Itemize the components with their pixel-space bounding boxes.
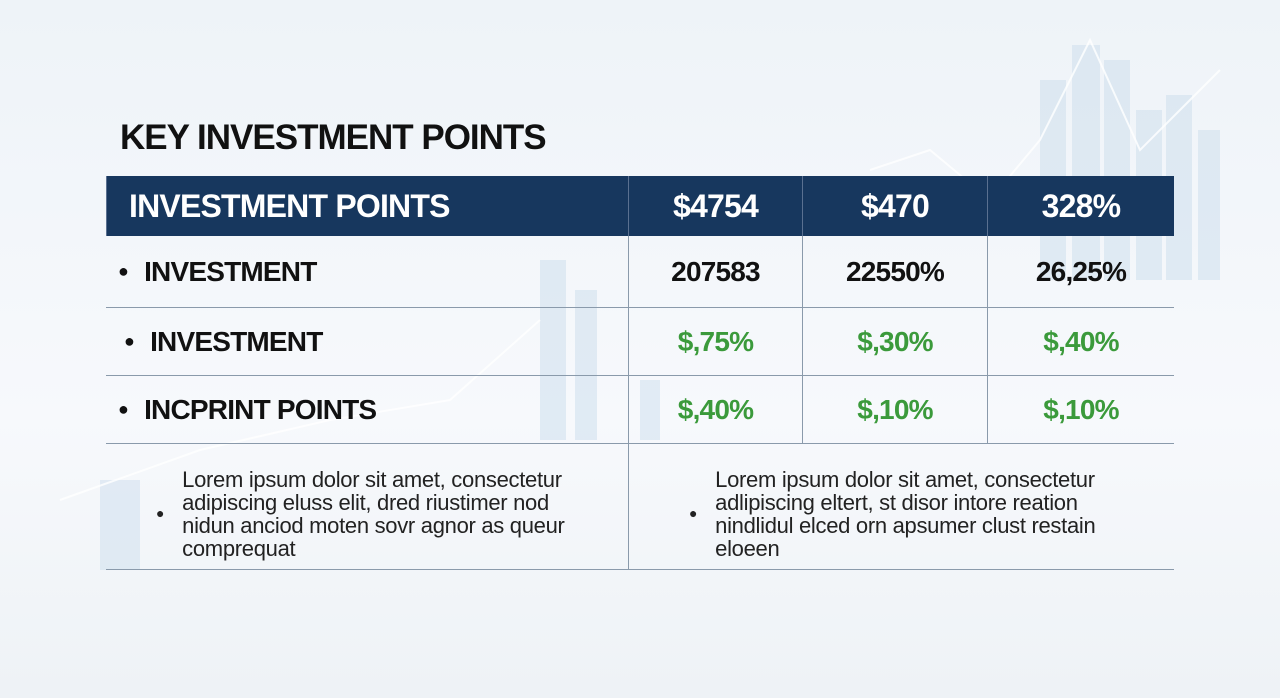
bullet: ●	[118, 399, 129, 419]
value-text: 207583	[671, 255, 760, 287]
value-cell: 26,25%	[987, 236, 1174, 307]
value-cell: 207583	[628, 236, 802, 307]
bullet: ●	[689, 505, 698, 521]
bullet: ●	[124, 331, 135, 351]
header-row: INVESTMENT POINTS $4754 $470 328%	[106, 176, 1174, 236]
bullet: ●	[156, 505, 165, 521]
bullet: ●	[118, 261, 129, 281]
row-label: ● INVESTMENT	[106, 308, 628, 375]
note-cell: ● Lorem ipsum dolor sit amet, consectetur…	[106, 444, 628, 569]
note-line: Lorem ipsum dolor sit amet, consectetur	[715, 466, 1095, 492]
value-text: 26,25%	[1035, 255, 1127, 287]
value-text: 22550%	[846, 255, 945, 287]
notes-row: ● Lorem ipsum dolor sit amet, consectetur…	[106, 444, 1174, 570]
value-text: $,75%	[677, 325, 754, 357]
header-cell: $470	[802, 176, 987, 236]
table-row: ● INCPRINT POINTS $,40% $,10% $,10%	[106, 376, 1174, 444]
note-line: adlipiscing eltert, st disor intore reat…	[715, 489, 1078, 515]
value-cell: 22550%	[802, 236, 987, 307]
value-cell: $,10%	[802, 376, 987, 443]
value-cell: $,30%	[802, 308, 987, 375]
header-cell: 328%	[987, 176, 1174, 236]
value-text: $,10%	[857, 393, 933, 425]
value-text: $,40%	[677, 393, 754, 425]
note-line: comprequat	[182, 535, 296, 561]
value-text: $,30%	[857, 325, 933, 357]
value-cell: $,40%	[987, 308, 1174, 375]
value-cell: $,40%	[628, 376, 802, 443]
label-text: INVESTMENT	[150, 325, 323, 357]
title: KEY INVESTMENT POINTS	[120, 118, 547, 157]
table: INVESTMENT POINTS $4754 $470 328% ● INVESTMEN…	[106, 176, 1174, 570]
value-text: $,10%	[1043, 393, 1119, 425]
label-text: INCPRINT POINTS	[144, 393, 377, 425]
note-line: nidun anciod moten sovr agnor as queur	[182, 512, 565, 538]
table-row: ● INVESTMENT 207583 22550% 26,25%	[106, 236, 1174, 308]
note-line: adipiscing eluss elit, dred riustimer no…	[182, 489, 549, 515]
table-row: ● INVESTMENT $,75% $,30% $,40%	[106, 308, 1174, 376]
note-text: Lorem ipsum dolor sit amet, consectetur a…	[182, 466, 565, 561]
header-cell: INVESTMENT POINTS	[106, 176, 628, 236]
header-cell: $4754	[628, 176, 802, 236]
value-cell: $,10%	[987, 376, 1174, 443]
note-line: Lorem ipsum dolor sit amet, consectetur	[182, 466, 562, 492]
value-text: $,40%	[1043, 325, 1119, 357]
row-label: ● INVESTMENT	[106, 236, 628, 307]
note-text: Lorem ipsum dolor sit amet, consectetur a…	[715, 466, 1096, 561]
label-text: INVESTMENT	[144, 255, 317, 287]
note-line: eloeen	[715, 535, 780, 561]
row-label: ● INCPRINT POINTS	[106, 376, 628, 443]
value-cell: $,75%	[628, 308, 802, 375]
note-line: nindlidul elced orn apsumer clust restai…	[715, 512, 1096, 538]
note-cell: ● Lorem ipsum dolor sit amet, consectetur…	[628, 444, 1174, 569]
